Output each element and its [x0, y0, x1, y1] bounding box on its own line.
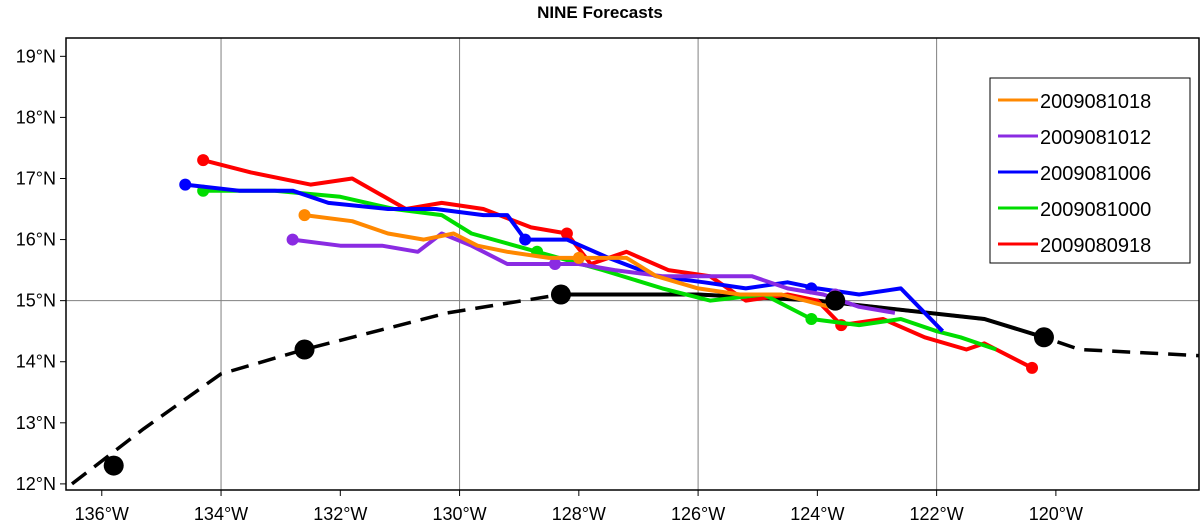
forecast-point-2009080918: [197, 154, 210, 167]
legend: 2009081018 2009081012 2009081006 2009081000…: [989, 77, 1191, 264]
forecast-point-2009081018: [572, 251, 585, 264]
forecast-point-2009081012: [286, 233, 299, 246]
y-axis-ticks: 12°N 13°N 14°N 15°N 16°N 17°N 18°N 19°N: [16, 46, 66, 494]
forecast-point-2009080918: [1026, 361, 1039, 374]
y-tick-label: 17°N: [16, 168, 56, 188]
x-tick-label: 122°W: [910, 504, 964, 524]
legend-label: 2009081018: [1040, 91, 1151, 113]
observed-point: [1033, 327, 1054, 348]
forecast-point-2009081012: [548, 258, 561, 270]
y-tick-label: 18°N: [16, 107, 56, 127]
x-tick-label: 132°W: [313, 504, 367, 524]
observed-point: [825, 290, 846, 311]
legend-label: 2009081000: [1040, 199, 1151, 221]
forecast-point-2009081018: [298, 209, 311, 222]
x-axis-ticks: 136°W 134°W 132°W 130°W 128°W 126°W 124°W 122°W…: [75, 490, 1083, 524]
observed-track-dashed: [70, 292, 1199, 486]
x-tick-label: 130°W: [432, 504, 486, 524]
forecast-line-2009081000: [203, 188, 997, 352]
y-tick-label: 13°N: [16, 413, 56, 433]
legend-label: 2009081012: [1040, 127, 1151, 149]
x-tick-label: 128°W: [552, 504, 606, 524]
forecast-point-2009081006: [519, 233, 532, 246]
x-tick-label: 120°W: [1029, 504, 1083, 524]
forecast-line-2009081018: [304, 213, 830, 309]
y-tick-label: 19°N: [16, 46, 56, 66]
forecast-point-2009080918: [560, 227, 573, 240]
legend-label: 2009080918: [1040, 235, 1151, 257]
y-tick-label: 16°N: [16, 230, 56, 250]
x-tick-label: 134°W: [194, 504, 248, 524]
forecast-line-2009081006: [185, 182, 945, 333]
observed-point: [103, 455, 124, 476]
x-tick-label: 136°W: [75, 504, 129, 524]
plot-area: [70, 154, 1199, 486]
forecast-point-2009081000: [805, 312, 818, 325]
tracks-layer: [70, 154, 1199, 486]
observed-point: [550, 284, 571, 305]
forecast-point-2009081006: [179, 178, 192, 191]
legend-label: 2009081006: [1040, 163, 1151, 185]
observed-point: [294, 339, 315, 360]
forecast-line-2009080918: [202, 158, 1033, 370]
plot-frame: [65, 37, 1200, 491]
y-tick-label: 12°N: [16, 474, 56, 494]
x-tick-label: 124°W: [790, 504, 844, 524]
y-tick-label: 14°N: [16, 352, 56, 372]
x-tick-label: 126°W: [671, 504, 725, 524]
grid-lines: [66, 38, 1199, 490]
forecast-line-2009081012: [292, 231, 896, 315]
chart-title: NINE Forecasts: [537, 3, 663, 22]
y-tick-label: 15°N: [16, 291, 56, 311]
